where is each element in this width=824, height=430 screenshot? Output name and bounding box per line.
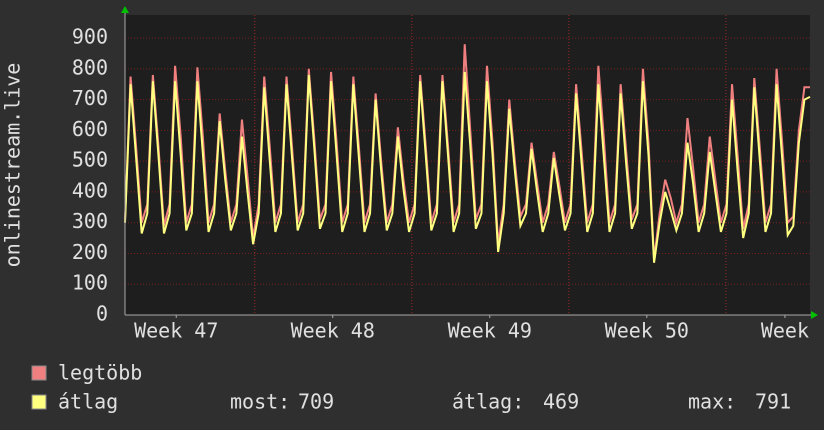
y-tick-label: 400: [72, 178, 108, 202]
y-tick-label: 800: [72, 55, 108, 79]
y-tick-label: 0: [96, 302, 108, 326]
legend-label: legtöbb: [58, 361, 142, 385]
stat-value: 709: [298, 390, 334, 414]
y-tick-label: 700: [72, 86, 108, 110]
y-tick-label: 600: [72, 117, 108, 141]
y-tick-label: 500: [72, 148, 108, 172]
stat-label: átlag:: [452, 390, 524, 414]
x-tick-label: Week: [761, 319, 809, 343]
x-tick-label: Week 47: [134, 319, 218, 343]
legend-swatch: [31, 365, 47, 381]
x-tick-label: Week 48: [291, 319, 375, 343]
legend-swatch: [31, 394, 47, 410]
x-arrow: [811, 311, 818, 319]
stat-value: 469: [543, 390, 579, 414]
y-tick-label: 900: [72, 25, 108, 49]
legend-label: átlag: [58, 390, 118, 414]
series-line: [124, 71, 811, 263]
y-tick-label: 300: [72, 209, 108, 233]
x-tick-label: Week 50: [605, 319, 689, 343]
x-tick-label: Week 49: [448, 319, 532, 343]
stat-value: 791: [755, 390, 791, 414]
y-axis-label: onlinestream.live: [1, 63, 25, 268]
y-tick-label: 100: [72, 271, 108, 295]
y-tick-label: 200: [72, 240, 108, 264]
y-arrow: [121, 6, 129, 13]
plot: [124, 15, 811, 318]
stat-label: max:: [688, 390, 736, 414]
stat-label: most:: [230, 390, 290, 414]
